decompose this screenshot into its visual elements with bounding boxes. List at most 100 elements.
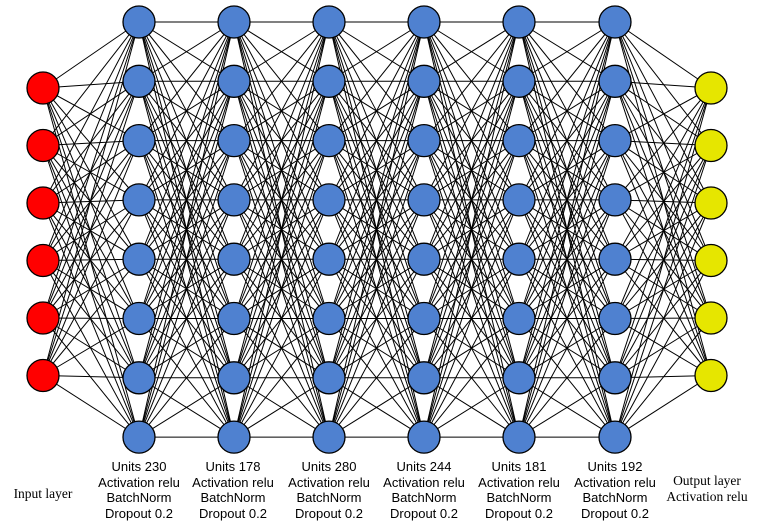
output-layer-label: Output layer Activation relu [652, 473, 758, 504]
output-neuron [694, 128, 728, 163]
hidden-layer-1-label: Units 230 Activation relu BatchNorm Drop… [84, 459, 194, 521]
connection-edge [328, 258, 425, 438]
connection-edge [138, 140, 235, 438]
connection-edge [233, 21, 330, 201]
connection-edge [518, 140, 616, 438]
connection-edge [233, 21, 330, 438]
connection-edge [42, 145, 140, 319]
hidden-neuron [312, 5, 346, 39]
connection-edge [42, 318, 140, 376]
connection-edge [42, 202, 140, 319]
connection-edge [614, 317, 712, 438]
connection-edge [42, 145, 140, 378]
connection-edge [614, 140, 712, 319]
connection-edge [614, 21, 712, 261]
connection-edge [233, 377, 330, 438]
hidden-neuron [407, 183, 441, 217]
connection-edge [233, 199, 330, 438]
connection-edge [614, 145, 712, 438]
connection-edge [328, 318, 425, 438]
label-line: BatchNorm [391, 490, 457, 505]
connection-edge [614, 140, 712, 261]
connection-edge [423, 377, 520, 438]
connection-edge [518, 318, 616, 438]
label-line: Activation relu [288, 474, 370, 490]
connection-edge [233, 21, 330, 141]
connection-edge [42, 81, 140, 376]
connection-edge [614, 21, 712, 146]
connection-edge [138, 21, 235, 260]
label-line: Units 181 [491, 459, 547, 474]
connection-edge [328, 377, 425, 438]
hidden-layer-6-label: Units 192 Activation relu BatchNorm Drop… [560, 459, 670, 521]
connection-edge [614, 87, 712, 142]
hidden-neuron [217, 242, 251, 276]
label-line: BatchNorm [582, 490, 648, 505]
output-neuron [694, 186, 728, 220]
connection-edge [518, 258, 616, 438]
label-line: Units 244 [396, 459, 452, 474]
connection-edge [423, 140, 520, 438]
connection-edge [518, 21, 616, 319]
hidden-neuron [407, 301, 441, 336]
connection-edge [138, 21, 235, 319]
hidden-neuron [217, 64, 251, 98]
label-line: Activation relu [192, 474, 274, 490]
hidden-neuron [312, 420, 346, 454]
output-neuron [694, 358, 728, 393]
label-line: Dropout 0.2 [390, 505, 458, 521]
connection-edge [614, 87, 712, 319]
hidden-neuron [217, 301, 251, 336]
connection-edge [42, 145, 140, 201]
hidden-neuron [502, 242, 536, 276]
connection-edge [614, 87, 712, 378]
input-neuron [26, 186, 60, 220]
hidden-neuron [598, 123, 632, 158]
connection-edge [614, 202, 712, 438]
connection-edge [138, 21, 235, 82]
label-line: Dropout 0.2 [199, 505, 267, 521]
connection-edge [423, 199, 520, 438]
connection-edge [42, 21, 140, 146]
hidden-neuron [122, 301, 156, 336]
output-neuron [694, 243, 728, 278]
connection-edge [518, 199, 616, 438]
output-neuron [694, 301, 728, 335]
label-line: BatchNorm [296, 490, 362, 505]
hidden-layer-4-label: Units 244 Activation relu BatchNorm Drop… [369, 459, 479, 521]
label-line: Dropout 0.2 [105, 505, 173, 521]
label-line: Activation relu [574, 474, 656, 490]
hidden-neuron [407, 123, 441, 158]
connection-edge [233, 318, 330, 438]
hidden-neuron [598, 361, 632, 395]
connection-edge [328, 21, 425, 260]
connection-edge [138, 21, 235, 141]
connection-edge [614, 21, 712, 204]
connection-edge [42, 202, 140, 438]
connection-edge [42, 199, 140, 376]
connection-edge [614, 81, 712, 319]
connection-edge [328, 21, 425, 82]
connection-edge [42, 21, 140, 89]
connection-edge [614, 21, 712, 89]
label-line: Units 178 [205, 459, 261, 474]
connection-edge [42, 260, 140, 438]
hidden-neuron [407, 242, 441, 276]
hidden-neuron [312, 301, 346, 336]
hidden-layer-5-label: Units 181 Activation relu BatchNorm Drop… [464, 459, 574, 521]
connection-edge [423, 21, 520, 82]
hidden-neuron [598, 301, 632, 336]
hidden-neuron [502, 183, 536, 217]
connection-edge [423, 21, 520, 201]
connection-edge [423, 21, 520, 260]
hidden-neuron [502, 64, 536, 98]
connection-edges [42, 21, 712, 438]
hidden-neuron [502, 361, 536, 395]
label-line: Dropout 0.2 [485, 505, 553, 521]
input-neuron [26, 301, 60, 335]
label-line: Activation relu [666, 488, 748, 504]
connection-edge [614, 199, 712, 261]
hidden-neuron [217, 361, 251, 395]
label-line: Dropout 0.2 [581, 505, 649, 521]
hidden-neuron [122, 183, 156, 217]
